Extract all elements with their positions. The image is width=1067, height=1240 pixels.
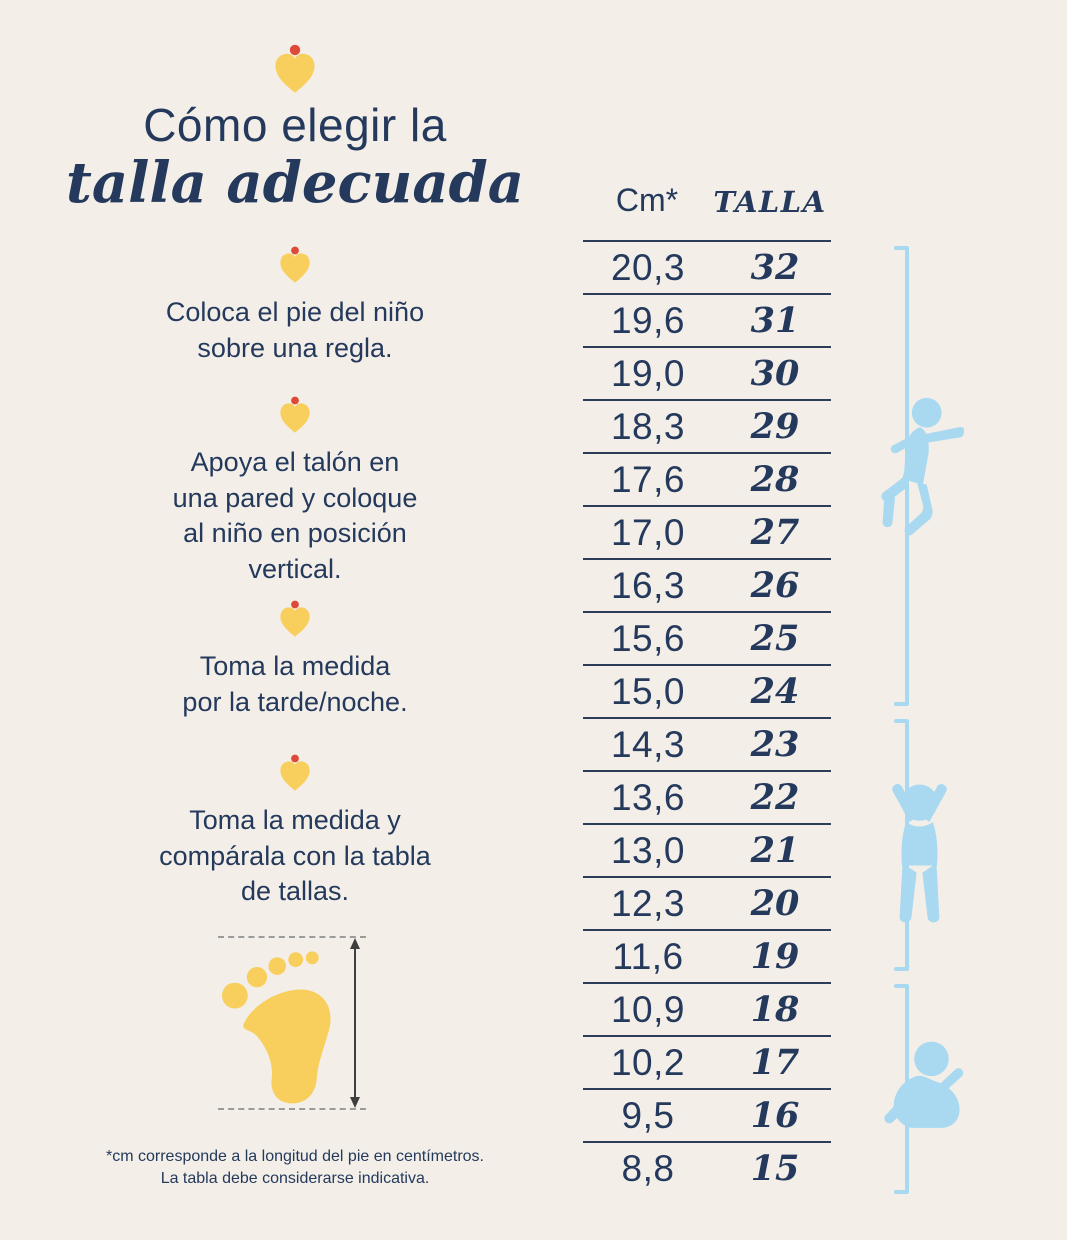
toddler-arms-up-silhouette-icon bbox=[892, 784, 947, 923]
talla-value: 25 bbox=[750, 618, 800, 659]
running-child-silhouette-icon bbox=[881, 397, 965, 536]
measure-line-top bbox=[218, 936, 366, 938]
talla-value: 29 bbox=[750, 406, 800, 447]
talla-value: 17 bbox=[750, 1042, 800, 1083]
heart-with-dot-icon bbox=[277, 600, 313, 639]
table-row: 10,9 18 bbox=[583, 982, 831, 1035]
cm-value: 12,3 bbox=[610, 883, 685, 924]
title-line-2: talla adecuada bbox=[65, 149, 525, 216]
footprint-icon bbox=[221, 951, 331, 1104]
table-row: 19,0 30 bbox=[583, 346, 831, 399]
heart-with-dot-icon bbox=[277, 246, 313, 285]
column-header-cm: Cm* bbox=[615, 182, 679, 218]
table-row: 16,3 26 bbox=[583, 558, 831, 611]
table-rows: 20,3 32 19,6 31 19,0 30 18,3 29 17,6 28 … bbox=[583, 240, 831, 1194]
step-4: Toma la medida y compárala con la tabla … bbox=[30, 754, 560, 910]
step-1: Coloca el pie del niño sobre una regla. bbox=[30, 246, 560, 366]
heart-with-dot-icon bbox=[277, 754, 313, 793]
size-table: Cm* TALLA 20,3 32 19,6 31 19,0 30 18,3 2… bbox=[583, 0, 831, 1240]
table-row: 9,5 16 bbox=[583, 1088, 831, 1141]
talla-value: 31 bbox=[750, 300, 800, 341]
page-title: Cómo elegir la talla adecuada bbox=[30, 99, 560, 216]
table-row: 13,6 22 bbox=[583, 770, 831, 823]
talla-value: 24 bbox=[750, 671, 800, 712]
talla-value: 28 bbox=[750, 459, 800, 500]
talla-value: 18 bbox=[750, 989, 800, 1030]
step-2-text: Apoya el talón en una pared y coloque al… bbox=[172, 447, 418, 584]
table-row: 17,0 27 bbox=[583, 505, 831, 558]
cm-value: 18,3 bbox=[610, 406, 685, 447]
cm-value: 13,6 bbox=[610, 777, 685, 818]
table-row: 13,0 21 bbox=[583, 823, 831, 876]
table-row: 17,6 28 bbox=[583, 452, 831, 505]
cm-value: 10,9 bbox=[610, 989, 685, 1030]
table-row: 8,8 15 bbox=[583, 1141, 831, 1194]
cm-value: 17,6 bbox=[610, 459, 685, 500]
step-1-text: Coloca el pie del niño sobre una regla. bbox=[165, 297, 425, 363]
step-4-text: Toma la medida y compárala con la tabla … bbox=[159, 805, 431, 907]
heart-with-dot-icon bbox=[277, 396, 313, 435]
table-row: 10,2 17 bbox=[583, 1035, 831, 1088]
table-row: 20,3 32 bbox=[583, 240, 831, 293]
cm-value: 13,0 bbox=[610, 830, 685, 871]
talla-value: 21 bbox=[750, 830, 800, 871]
footnote: *cm corresponde a la longitud del pie en… bbox=[106, 1148, 484, 1188]
cm-value: 15,0 bbox=[610, 671, 685, 712]
title-line-1: Cómo elegir la bbox=[143, 99, 447, 151]
cm-value: 17,0 bbox=[610, 512, 685, 553]
table-row: 15,0 24 bbox=[583, 664, 831, 717]
heart-with-dot-icon bbox=[271, 44, 319, 96]
cm-value: 8,8 bbox=[621, 1148, 675, 1189]
foot-measure-figure bbox=[214, 928, 368, 1120]
cm-value: 10,2 bbox=[610, 1042, 685, 1083]
cm-value: 11,6 bbox=[612, 936, 684, 977]
talla-value: 15 bbox=[750, 1148, 800, 1189]
talla-value: 32 bbox=[750, 247, 800, 288]
cm-value: 16,3 bbox=[610, 565, 685, 606]
step-3: Toma la medida por la tarde/noche. bbox=[30, 600, 560, 720]
cm-value: 15,6 bbox=[610, 618, 685, 659]
column-header-talla: TALLA bbox=[713, 185, 827, 219]
table-row: 18,3 29 bbox=[583, 399, 831, 452]
table-row: 14,3 23 bbox=[583, 717, 831, 770]
table-row: 15,6 25 bbox=[583, 611, 831, 664]
table-row: 12,3 20 bbox=[583, 876, 831, 929]
talla-value: 19 bbox=[750, 936, 800, 977]
measure-line-bottom bbox=[218, 1108, 366, 1110]
cm-value: 19,6 bbox=[610, 300, 685, 341]
talla-value: 23 bbox=[750, 724, 800, 765]
step-2: Apoya el talón en una pared y coloque al… bbox=[30, 396, 560, 588]
step-3-text: Toma la medida por la tarde/noche. bbox=[182, 651, 408, 717]
sitting-baby-silhouette-icon bbox=[884, 1041, 964, 1128]
talla-value: 22 bbox=[750, 777, 800, 818]
cm-value: 20,3 bbox=[610, 247, 685, 288]
talla-value: 20 bbox=[750, 883, 800, 924]
cm-value: 19,0 bbox=[610, 353, 685, 394]
table-row: 11,6 19 bbox=[583, 929, 831, 982]
talla-value: 30 bbox=[750, 353, 800, 394]
talla-value: 26 bbox=[750, 565, 800, 606]
cm-value: 9,5 bbox=[621, 1095, 675, 1136]
vertical-measure-arrow-icon bbox=[350, 938, 360, 1108]
cm-value: 14,3 bbox=[610, 724, 685, 765]
table-row: 19,6 31 bbox=[583, 293, 831, 346]
talla-value: 27 bbox=[750, 512, 800, 553]
talla-value: 16 bbox=[750, 1095, 800, 1136]
